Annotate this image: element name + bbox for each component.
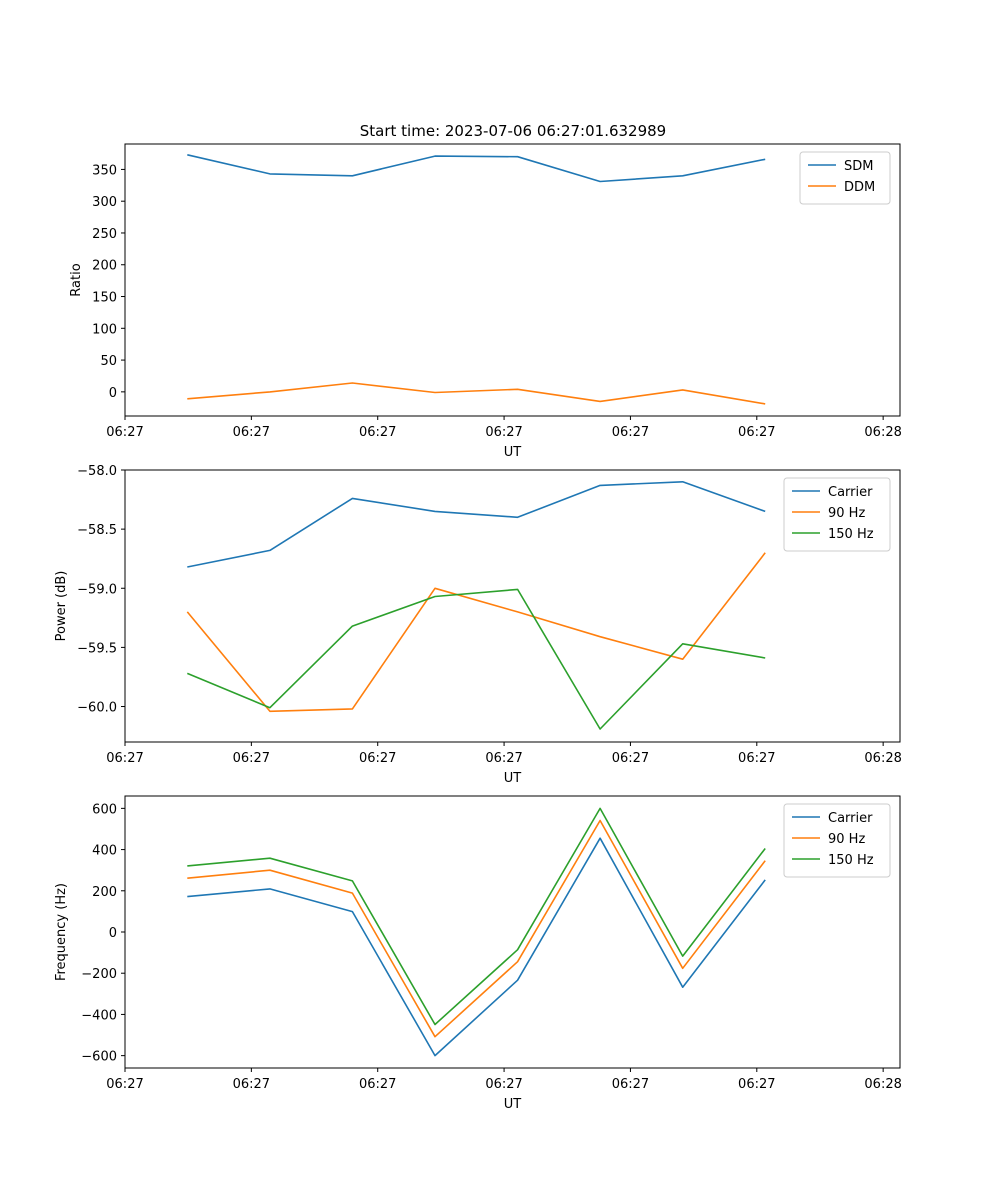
series-line-150-hz xyxy=(187,807,766,1026)
axes-frame xyxy=(124,143,901,417)
x-tick-label: 06:27 xyxy=(233,1077,270,1092)
y-tick-label: −59.5 xyxy=(77,641,117,656)
x-tick-label: 06:28 xyxy=(864,751,901,766)
y-tick-label: −60.0 xyxy=(77,701,117,716)
x-tick-label: 06:27 xyxy=(233,425,270,440)
x-tick-label: 06:27 xyxy=(738,425,775,440)
series-line-90-hz xyxy=(187,819,766,1038)
legend: SDM DDM xyxy=(799,151,891,205)
x-tick-label: 06:28 xyxy=(864,425,901,440)
legend: Carrier 90 Hz 150 Hz xyxy=(783,477,891,552)
x-tick-label: 06:27 xyxy=(233,751,270,766)
x-tick-label: 06:27 xyxy=(612,425,649,440)
y-tick-label: 200 xyxy=(92,885,117,900)
chart-panel-2: 06:27 06:27 06:27 06:27 06:27 06:27 06:28 −60.0… xyxy=(54,464,902,786)
x-tick-label: 06:27 xyxy=(612,1077,649,1092)
y-axis-label: Frequency (Hz) xyxy=(54,883,69,981)
y-axis-label: Ratio xyxy=(69,263,84,296)
chart-panel-1: 06:27 06:27 06:27 06:27 06:27 06:27 06:28 0 50 10… xyxy=(69,143,902,460)
x-tick-label: 06:27 xyxy=(106,1077,143,1092)
series-line-150-hz xyxy=(186,588,766,730)
panels: 06:27 06:27 06:27 06:27 06:27 06:27 06:28 0 50 10… xyxy=(54,143,902,1112)
legend-label: 150 Hz xyxy=(828,853,874,868)
y-tick-label: −400 xyxy=(81,1008,117,1023)
y-tick-label: 0 xyxy=(109,926,117,941)
x-tick-label: 06:27 xyxy=(612,751,649,766)
legend-label: Carrier xyxy=(828,811,873,826)
y-tick-label: 100 xyxy=(92,322,117,337)
x-tick-label: 06:27 xyxy=(485,425,522,440)
y-tick-label: 250 xyxy=(92,227,117,242)
x-tick-label: 06:27 xyxy=(359,1077,396,1092)
legend-label: 150 Hz xyxy=(828,527,874,542)
x-tick-label: 06:27 xyxy=(106,425,143,440)
series-line-carrier xyxy=(187,837,766,1057)
legend: Carrier 90 Hz 150 Hz xyxy=(783,803,891,878)
y-tick-label: 350 xyxy=(92,163,117,178)
y-tick-label: 150 xyxy=(92,291,117,306)
y-tick-label: 0 xyxy=(109,386,117,401)
legend-label: Carrier xyxy=(828,485,873,500)
series-line-sdm xyxy=(187,154,766,183)
y-tick-label: −200 xyxy=(81,967,117,982)
x-tick-label: 06:27 xyxy=(359,425,396,440)
chart-panel-3: 06:27 06:27 06:27 06:27 06:27 06:27 06:28 −600 −… xyxy=(54,795,902,1112)
y-tick-label: −600 xyxy=(81,1050,117,1065)
axes-frame xyxy=(124,469,901,743)
y-tick-label: −59.0 xyxy=(77,582,117,597)
legend-label: SDM xyxy=(844,159,873,174)
series-line-ddm xyxy=(187,382,766,405)
figure-title: Start time: 2023-07-06 06:27:01.632989 xyxy=(360,122,666,140)
x-tick-label: 06:27 xyxy=(485,1077,522,1092)
legend-label: 90 Hz xyxy=(828,506,865,521)
series-line-90-hz xyxy=(186,552,766,713)
legend-label: DDM xyxy=(844,180,875,195)
y-tick-label: 200 xyxy=(92,259,117,274)
y-tick-label: 400 xyxy=(92,844,117,859)
x-tick-label: 06:27 xyxy=(485,751,522,766)
x-tick-label: 06:27 xyxy=(738,751,775,766)
y-tick-label: 50 xyxy=(100,354,117,369)
x-tick-label: 06:27 xyxy=(359,751,396,766)
x-axis-label: UT xyxy=(504,1097,522,1112)
y-axis-label: Power (dB) xyxy=(54,571,69,642)
y-tick-label: −58.5 xyxy=(77,523,117,538)
y-tick-label: −58.0 xyxy=(77,464,117,479)
x-axis-label: UT xyxy=(504,771,522,786)
y-tick-label: 600 xyxy=(92,802,117,817)
x-tick-label: 06:27 xyxy=(106,751,143,766)
x-tick-label: 06:27 xyxy=(738,1077,775,1092)
x-axis-label: UT xyxy=(504,445,522,460)
x-tick-label: 06:28 xyxy=(864,1077,901,1092)
legend-label: 90 Hz xyxy=(828,832,865,847)
series-line-carrier xyxy=(187,480,766,568)
y-tick-label: 300 xyxy=(92,195,117,210)
